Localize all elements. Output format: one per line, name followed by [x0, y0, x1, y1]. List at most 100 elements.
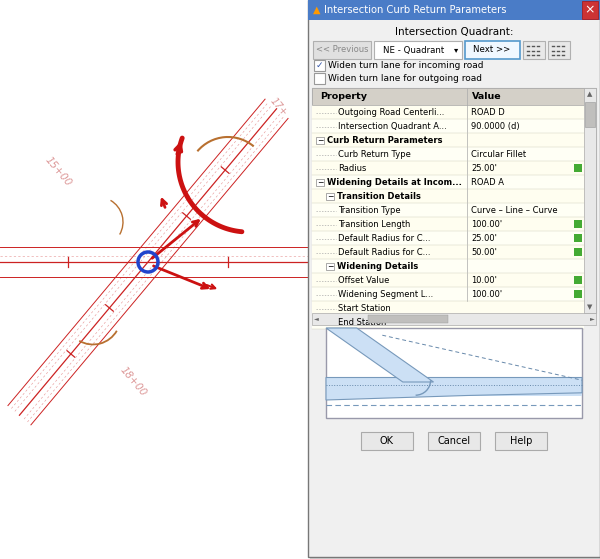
Text: ROAD D: ROAD D	[471, 108, 505, 117]
Bar	[312, 245, 584, 259]
Bar	[308, 0, 600, 557]
Bar	[314, 60, 325, 71]
Bar	[582, 1, 598, 19]
Text: OK: OK	[380, 436, 394, 446]
Bar	[326, 328, 582, 418]
Bar	[465, 41, 520, 59]
Bar	[312, 147, 584, 161]
Text: Default Radius for C...: Default Radius for C...	[338, 234, 431, 243]
Bar	[361, 432, 413, 450]
Bar	[312, 175, 584, 189]
Text: ✓: ✓	[315, 61, 323, 70]
Text: Offset Value: Offset Value	[338, 276, 389, 285]
Bar	[312, 119, 584, 133]
Text: ▲: ▲	[313, 5, 320, 15]
Text: Curb Return Parameters: Curb Return Parameters	[327, 136, 443, 145]
Bar	[312, 133, 584, 147]
Text: Next >>: Next >>	[473, 45, 511, 54]
Bar	[312, 217, 584, 231]
Bar	[312, 105, 584, 119]
Text: Default Radius for C...: Default Radius for C...	[338, 248, 431, 257]
Bar	[312, 88, 584, 105]
Text: 25.00': 25.00'	[471, 234, 497, 243]
Text: Curb Return Type: Curb Return Type	[338, 150, 411, 159]
Bar	[585, 102, 595, 127]
Bar	[548, 41, 570, 59]
Text: 15+00: 15+00	[43, 155, 73, 189]
Bar	[574, 276, 582, 284]
Text: Transition Type: Transition Type	[338, 206, 401, 215]
Text: 100.00': 100.00'	[471, 220, 502, 229]
Text: Radius: Radius	[338, 164, 367, 173]
Text: ROAD A: ROAD A	[471, 178, 504, 187]
Text: 10.00': 10.00'	[471, 276, 497, 285]
Text: Outgoing Road Centerli...: Outgoing Road Centerli...	[338, 108, 445, 117]
Text: ▼: ▼	[587, 304, 593, 310]
Bar	[312, 287, 584, 301]
Text: ►: ►	[590, 316, 595, 321]
Text: ×: ×	[585, 3, 595, 17]
Text: −: −	[327, 192, 333, 201]
Text: 18+00: 18+00	[118, 365, 148, 399]
Bar	[312, 301, 584, 315]
Text: Help: Help	[510, 436, 532, 446]
Bar	[374, 41, 462, 59]
Bar	[316, 137, 324, 144]
Bar	[310, 2, 600, 559]
Polygon shape	[326, 328, 434, 382]
Bar	[312, 161, 584, 175]
Bar	[316, 179, 324, 186]
Bar	[312, 273, 584, 287]
Bar	[523, 41, 545, 59]
Text: −: −	[317, 178, 323, 187]
Text: Start Station: Start Station	[338, 304, 391, 313]
Bar	[312, 189, 584, 203]
Bar	[574, 248, 582, 256]
Bar	[308, 0, 600, 20]
Text: Value: Value	[472, 92, 502, 101]
Bar	[428, 432, 480, 450]
Text: NE - Quadrant: NE - Quadrant	[383, 45, 445, 54]
Text: Intersection Quadrant A...: Intersection Quadrant A...	[338, 122, 447, 131]
Bar	[312, 203, 584, 217]
Text: Circular Fillet: Circular Fillet	[471, 150, 526, 159]
Bar	[0, 0, 308, 559]
Text: 25.00': 25.00'	[471, 164, 497, 173]
Bar	[574, 164, 582, 172]
Text: Intersection Quadrant:: Intersection Quadrant:	[395, 27, 513, 37]
Text: ◄: ◄	[314, 316, 319, 321]
Bar	[326, 377, 582, 396]
Text: Transition Length: Transition Length	[338, 220, 410, 229]
Bar	[326, 263, 334, 270]
Text: Widen turn lane for outgoing road: Widen turn lane for outgoing road	[328, 74, 482, 83]
Text: Curve – Line – Curve: Curve – Line – Curve	[471, 206, 557, 215]
Bar	[368, 315, 448, 323]
Text: Widening Segment L...: Widening Segment L...	[338, 290, 433, 299]
Bar	[312, 313, 596, 325]
Text: −: −	[327, 263, 333, 272]
Bar	[574, 234, 582, 242]
Bar	[312, 88, 596, 313]
Text: −: −	[317, 136, 323, 145]
Text: 90.0000 (d): 90.0000 (d)	[471, 122, 520, 131]
Text: Intersection Curb Return Parameters: Intersection Curb Return Parameters	[324, 5, 506, 15]
Bar	[314, 73, 325, 84]
Text: ▾: ▾	[454, 45, 458, 54]
Text: Widening Details at Incom...: Widening Details at Incom...	[327, 178, 462, 187]
Bar	[574, 220, 582, 228]
Bar	[326, 193, 334, 200]
Text: Cancel: Cancel	[437, 436, 470, 446]
Text: 50.00': 50.00'	[471, 248, 497, 257]
Text: << Previous: << Previous	[316, 45, 368, 54]
Text: Widen turn lane for incoming road: Widen turn lane for incoming road	[328, 61, 484, 70]
Bar	[495, 432, 547, 450]
Polygon shape	[326, 377, 582, 400]
Text: 17+: 17+	[268, 96, 289, 118]
Bar	[312, 315, 584, 329]
Bar	[584, 88, 596, 313]
Bar	[312, 231, 584, 245]
Text: ▲: ▲	[587, 91, 593, 97]
Text: 100.00': 100.00'	[471, 290, 502, 299]
Text: Transition Details: Transition Details	[337, 192, 421, 201]
Text: Property: Property	[320, 92, 367, 101]
